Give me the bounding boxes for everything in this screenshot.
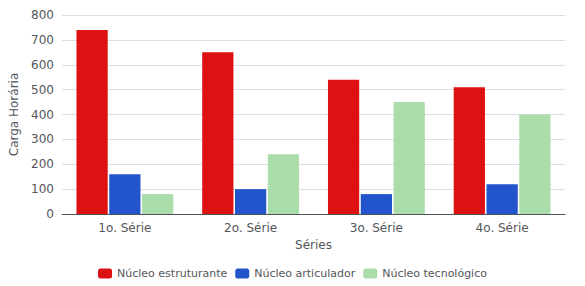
svg-text:Núcleo articulador: Núcleo articulador xyxy=(254,267,355,280)
svg-text:4o. Série: 4o. Série xyxy=(476,221,529,235)
svg-text:2o. Série: 2o. Série xyxy=(224,221,277,235)
svg-text:800: 800 xyxy=(31,8,54,22)
svg-text:Carga Horária: Carga Horária xyxy=(7,73,21,157)
svg-text:100: 100 xyxy=(31,182,54,196)
svg-text:600: 600 xyxy=(31,58,54,72)
svg-text:0: 0 xyxy=(46,207,54,221)
svg-text:1o. Série: 1o. Série xyxy=(98,221,151,235)
svg-text:300: 300 xyxy=(31,132,54,146)
svg-text:200: 200 xyxy=(31,157,54,171)
svg-text:700: 700 xyxy=(31,33,54,47)
svg-text:3o. Série: 3o. Série xyxy=(350,221,403,235)
svg-text:Núcleo estruturante: Núcleo estruturante xyxy=(117,267,227,280)
svg-text:Séries: Séries xyxy=(295,238,332,252)
svg-text:500: 500 xyxy=(31,83,54,97)
svg-text:400: 400 xyxy=(31,108,54,122)
svg-text:Núcleo tecnológico: Núcleo tecnológico xyxy=(382,267,487,280)
